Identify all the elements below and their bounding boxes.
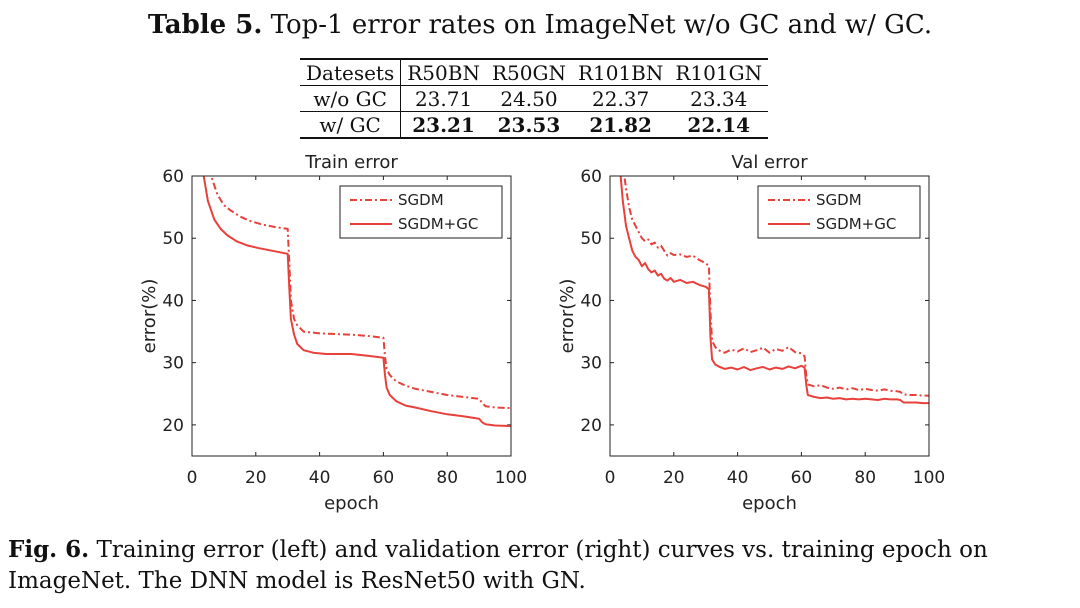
- row-label: w/o GC: [300, 85, 402, 112]
- series-line-sgdm: [210, 176, 511, 410]
- x-axis-label: epoch: [742, 493, 797, 514]
- table-row-w-gc: w/ GC 23.21 23.53 21.82 22.14: [300, 111, 769, 138]
- series-line-sgdm: [623, 176, 929, 397]
- table-cell: 23.53: [497, 112, 561, 137]
- x-axis-label: epoch: [324, 493, 379, 514]
- table-caption-label: Table 5.: [147, 10, 263, 40]
- y-tick-label: 50: [162, 229, 184, 249]
- table-caption: Table 5. Top-1 error rates on ImageNet w…: [0, 10, 1080, 40]
- table-cell: 23.21: [412, 112, 475, 137]
- x-tick-label: 20: [245, 468, 267, 488]
- table-cell: 23.71: [414, 86, 473, 111]
- figure-caption: Fig. 6. Training error (left) and valida…: [8, 534, 1076, 597]
- y-tick-label: 30: [162, 354, 184, 374]
- y-tick-label: 40: [580, 291, 602, 311]
- figure-caption-label: Fig. 6.: [8, 536, 90, 563]
- series-line-sgdm-gc: [202, 176, 511, 428]
- y-axis-label: error(%): [557, 279, 578, 354]
- y-tick-label: 20: [580, 416, 602, 436]
- chart-title: Train error: [304, 152, 398, 173]
- table-caption-text: Top-1 error rates on ImageNet w/o GC and…: [270, 10, 933, 40]
- x-tick-label: 0: [187, 468, 198, 488]
- table-header-cell: R50BN: [407, 60, 480, 85]
- row-label: w/ GC: [300, 111, 402, 138]
- table-cell: 24.50: [500, 86, 558, 111]
- y-tick-label: 30: [580, 354, 602, 374]
- table-header-row: Datesets R50BN R50GN R101BN R101GN: [300, 59, 769, 86]
- table-header-cell: Datesets: [300, 59, 402, 86]
- table-header-cell: R101BN: [577, 60, 664, 85]
- y-axis-label: error(%): [139, 279, 160, 354]
- results-table: Datesets R50BN R50GN R101BN R101GN w/o G…: [300, 58, 769, 139]
- y-tick-label: 60: [580, 167, 602, 187]
- plot-frame: [609, 175, 930, 457]
- y-tick-label: 50: [580, 229, 602, 249]
- y-tick-label: 20: [162, 416, 184, 436]
- x-tick-label: 60: [373, 468, 395, 488]
- y-tick-label: 60: [162, 167, 184, 187]
- legend-label: SGDM+GC: [398, 215, 478, 233]
- table-cell: 22.14: [687, 112, 751, 137]
- plot-frame: [191, 175, 512, 457]
- table-header-cell: R50GN: [491, 60, 566, 85]
- x-tick-label: 40: [309, 468, 331, 488]
- table-cell: 22.37: [592, 86, 650, 111]
- x-tick-label: 100: [913, 468, 945, 488]
- table-cell: 21.82: [589, 112, 652, 137]
- table-header-cell: R101GN: [675, 60, 763, 85]
- table-cell: 23.34: [690, 86, 748, 111]
- legend-box: [339, 185, 503, 239]
- x-tick-label: 80: [854, 468, 876, 488]
- legend-label: SGDM+GC: [816, 215, 896, 233]
- series-line-sgdm-gc: [619, 176, 929, 405]
- x-tick-label: 0: [605, 468, 616, 488]
- table-row-wo-gc: w/o GC 23.71 24.50 22.37 23.34: [300, 85, 768, 112]
- legend-box: [757, 185, 921, 239]
- x-tick-label: 20: [663, 468, 685, 488]
- x-tick-label: 40: [727, 468, 749, 488]
- chart-title: Val error: [731, 152, 808, 173]
- legend-label: SGDM: [816, 191, 862, 209]
- x-tick-label: 60: [791, 468, 813, 488]
- x-tick-label: 100: [495, 468, 527, 488]
- legend-label: SGDM: [398, 191, 444, 209]
- y-tick-label: 40: [162, 291, 184, 311]
- figure-caption-text: Training error (left) and validation err…: [8, 537, 988, 594]
- x-tick-label: 80: [436, 468, 458, 488]
